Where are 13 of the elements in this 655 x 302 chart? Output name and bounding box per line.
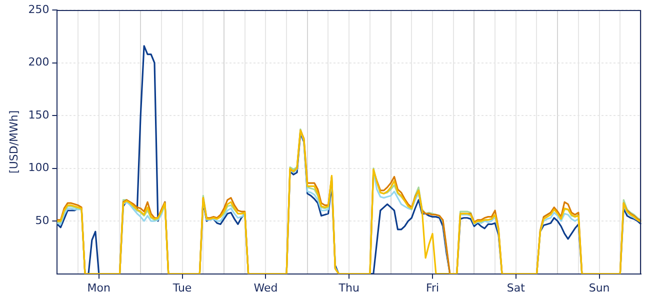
y-tick-label: 150 [28, 108, 50, 122]
y-tick-label: 250 [28, 2, 50, 16]
y-axis-title: [USD/MWh] [7, 110, 20, 174]
x-tick-label: Sun [588, 281, 610, 294]
x-tick-label: Sat [506, 281, 526, 294]
x-tick-label: Tue [172, 281, 192, 294]
x-tick-label: Fri [426, 281, 440, 294]
x-tick-label: Thu [338, 281, 360, 294]
y-tick-label: 50 [35, 214, 50, 227]
y-tick-label: 100 [28, 161, 50, 174]
x-tick-label: Mon [87, 281, 111, 294]
y-tick-label: 200 [28, 56, 50, 69]
x-tick-label: Wed [254, 281, 278, 294]
